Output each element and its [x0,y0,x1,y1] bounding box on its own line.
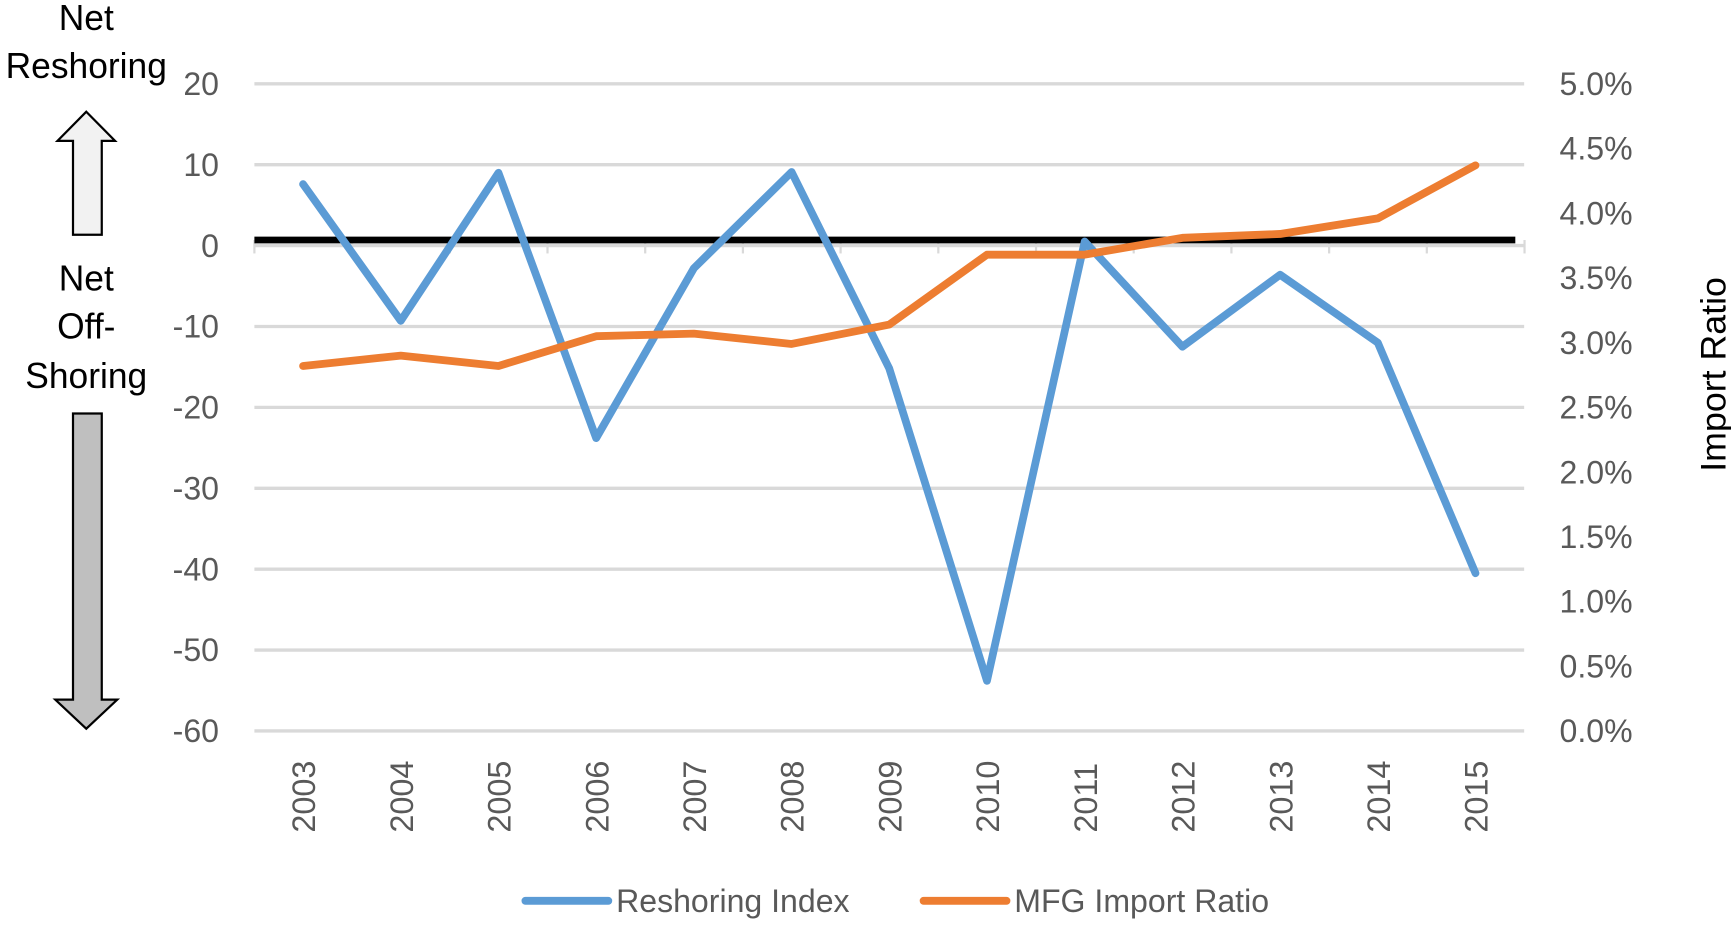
legend-label-reshoring: Reshoring Index [616,883,850,919]
right-tick-label: 3.0% [1560,325,1633,361]
x-tick-label: 2011 [1068,763,1104,833]
left-axis-ticks: 20 10 0 -10 -20 -30 -40 -50 -60 [173,66,219,749]
series-line-reshoring-index [299,168,1480,685]
right-tick-label: 2.5% [1560,389,1633,425]
annotation-net-down: Net [59,258,114,298]
left-tick-label: -40 [173,551,219,587]
x-tick-label: 2010 [970,761,1006,833]
right-tick-label: 4.0% [1560,195,1633,231]
x-tick-label: 2007 [677,761,713,833]
left-tick-label: -60 [173,713,219,749]
left-tick-label: -10 [173,309,219,345]
left-tick-label: 10 [183,147,219,183]
x-tick-label: 2003 [286,761,322,833]
annotation-off: Off- [57,306,115,346]
x-tick-label: 2005 [482,761,518,833]
right-tick-label: 5.0% [1560,66,1633,102]
left-tick-label: 20 [183,66,219,102]
annotation-reshoring: Reshoring [6,46,167,86]
gridlines [253,82,1526,733]
legend-label-import: MFG Import Ratio [1014,883,1269,919]
right-axis-label: Import Ratio [1694,277,1731,472]
legend: Reshoring Index MFG Import Ratio [521,883,1269,919]
right-tick-label: 4.5% [1560,131,1633,167]
x-tick-label: 2009 [873,761,909,833]
arrow-down-icon [52,412,121,731]
right-tick-label: 0.5% [1560,648,1633,684]
series-lines [299,161,1480,685]
x-tick-label: 2008 [775,761,811,833]
x-tick-label: 2013 [1263,761,1299,833]
right-axis-ticks: 5.0% 4.5% 4.0% 3.5% 3.0% 2.5% 2.0% 1.5% 1.0% 0.5%… [1560,66,1633,749]
right-tick-label: 3.5% [1560,260,1633,296]
left-tick-label: 0 [201,228,219,264]
x-axis-ticks: 2003 2004 2005 2006 2007 2008 2009 2010 2011 2012… [286,761,1494,833]
right-tick-label: 0.0% [1560,713,1633,749]
x-tick-label: 2014 [1361,761,1397,833]
x-tick-label: 2015 [1459,761,1495,833]
x-tick-label: 2006 [579,761,615,833]
annotation-net-up: Net [59,0,114,38]
right-tick-label: 2.0% [1560,454,1633,490]
x-tick-label: 2012 [1166,761,1202,833]
right-tick-label: 1.0% [1560,584,1633,620]
left-tick-label: -20 [173,389,219,425]
annotation-shoring: Shoring [25,356,147,396]
left-tick-label: -50 [173,632,219,668]
arrow-up-icon [54,110,118,236]
right-tick-label: 1.5% [1560,519,1633,555]
x-tick-label: 2004 [384,761,420,833]
left-tick-label: -30 [173,470,219,506]
